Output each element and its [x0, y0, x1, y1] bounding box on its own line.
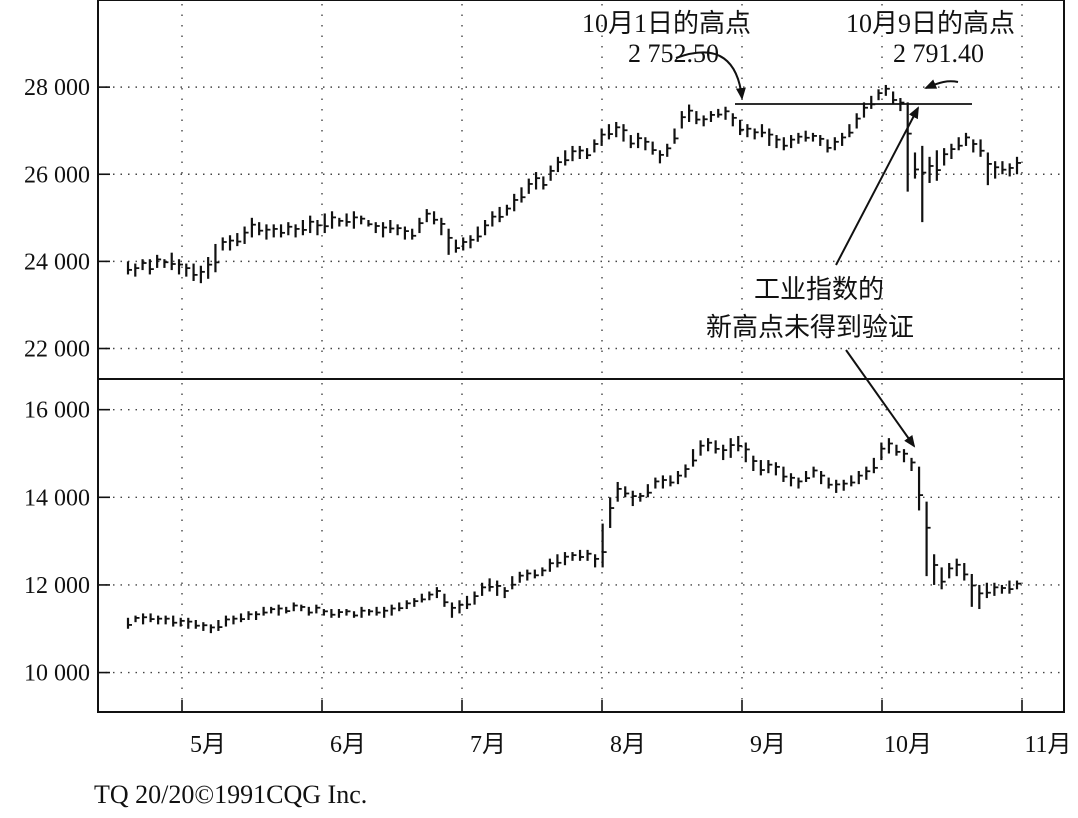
chart-frame [97, 0, 1065, 713]
top-ytick-label: 26 000 [24, 162, 90, 188]
bottom-ytick-label: 10 000 [24, 661, 90, 687]
x-tick-label: 7月 [470, 732, 506, 758]
oct1-high-label: 10月1日的高点 [582, 9, 751, 38]
top-ytick-label: 24 000 [24, 249, 90, 275]
bottom-ytick-label: 14 000 [24, 485, 90, 511]
oct1-high-value: 2 752.50 [628, 39, 719, 68]
x-tick-label: 8月 [610, 732, 646, 758]
x-tick-label: 9月 [750, 732, 786, 758]
x-tick-label: 5月 [190, 732, 226, 758]
x-tick-label: 6月 [330, 732, 366, 758]
oct1-high-arrow [675, 51, 746, 100]
bottom-ytick-label: 16 000 [24, 398, 90, 424]
top-ytick-label: 22 000 [24, 337, 90, 363]
oct9-high-label: 10月9日的高点 [846, 9, 1015, 38]
x-tick-label: 11月 [1024, 732, 1071, 758]
note-arrow-down [845, 349, 916, 448]
copyright-footer: TQ 20/20©1991CQG Inc. [94, 780, 368, 809]
y-tick-labels: 22 000 24 000 26 000 28 000 10 000 12 000 14 0… [24, 75, 90, 686]
bottom-ytick-label: 12 000 [24, 573, 90, 599]
top-price-bars [126, 84, 1021, 284]
gridlines [98, 4, 1064, 708]
x-tick-label: 10月 [884, 732, 932, 758]
x-tick-labels: 5月 6月 7月 8月 9月 10月 11月 [181, 700, 1072, 758]
divergence-note-line1: 工业指数的 [754, 275, 884, 304]
note-arrow-up [835, 106, 919, 266]
oct9-high-value: 2 791.40 [893, 39, 984, 68]
top-ytick-label: 28 000 [24, 75, 90, 101]
divergence-note-line2: 新高点未得到验证 [706, 313, 914, 342]
bottom-price-bars [126, 435, 1021, 634]
oct9-high-arrow [924, 79, 959, 89]
